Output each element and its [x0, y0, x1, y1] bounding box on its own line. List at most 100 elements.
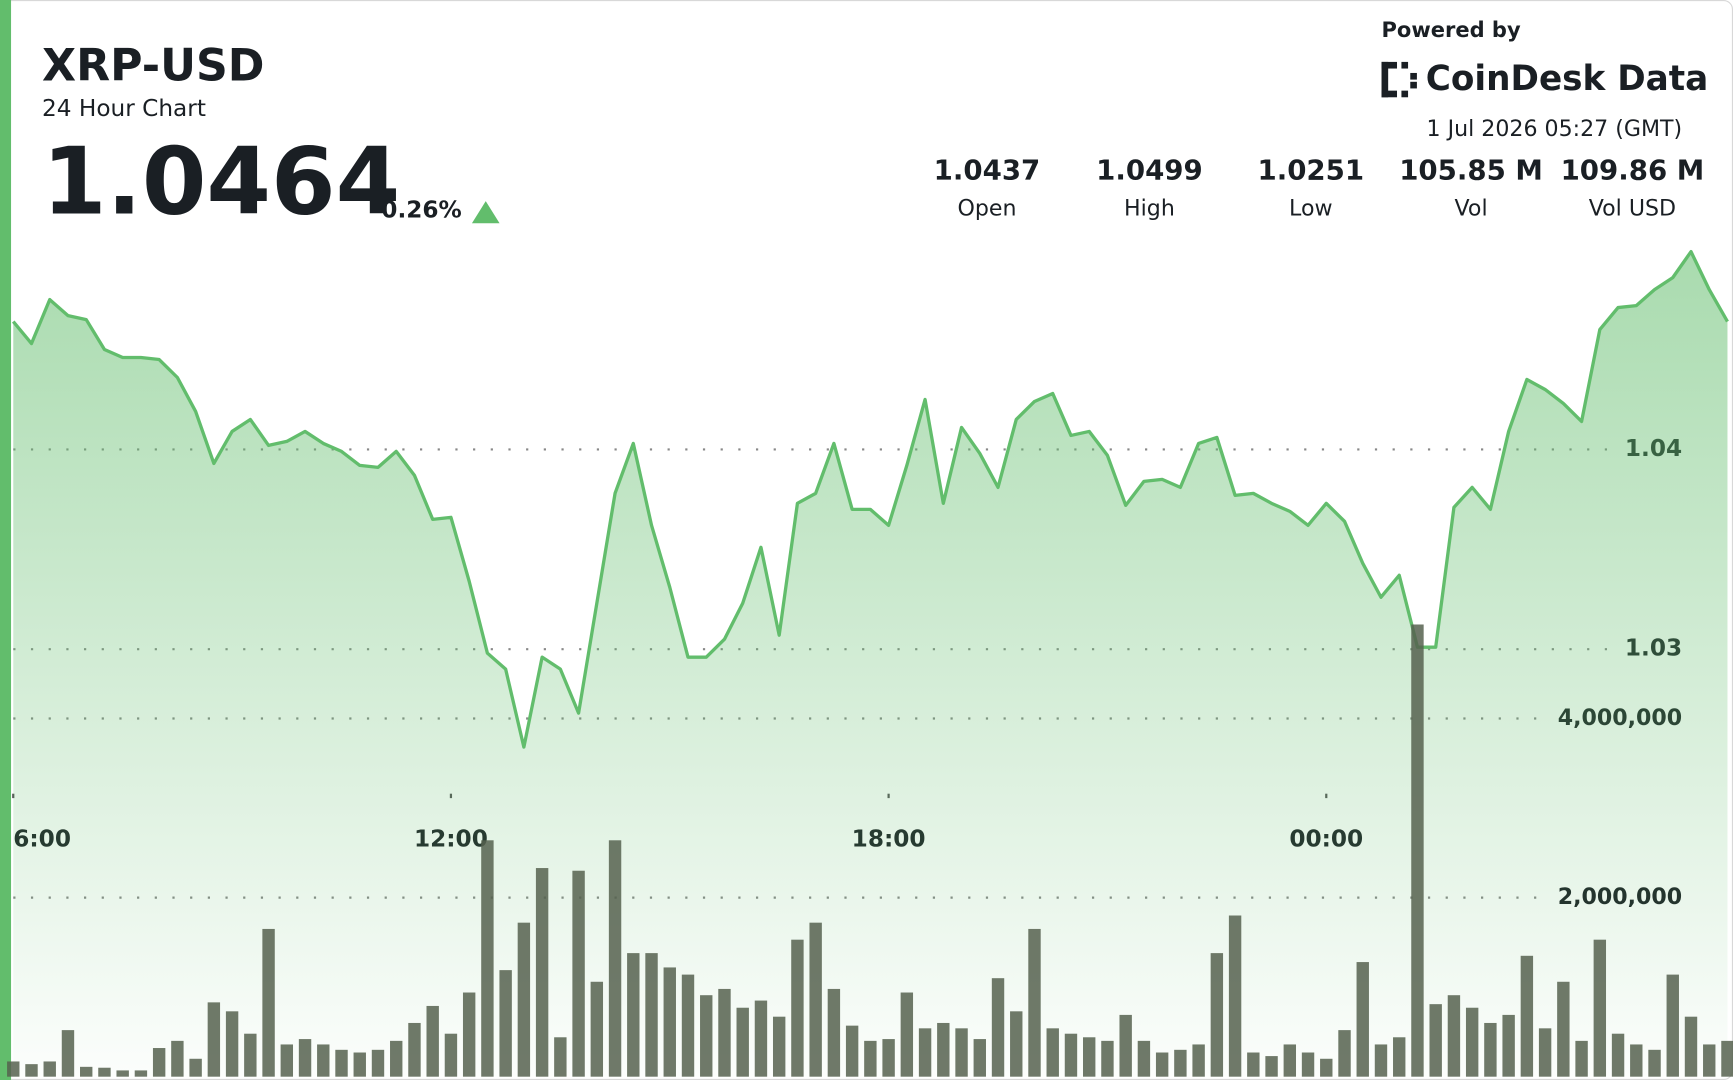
- volume-bar: [1557, 981, 1570, 1077]
- volume-bar: [535, 868, 549, 1077]
- volume-bar: [627, 953, 640, 1077]
- stat-label: High: [1124, 195, 1175, 221]
- brand: CoinDesk Data: [1426, 59, 1709, 99]
- stat-value: 105.85 M: [1399, 153, 1543, 186]
- volume-bar: [791, 939, 804, 1077]
- stat-value: 1.0251: [1258, 153, 1365, 186]
- volume-bar: [207, 1002, 221, 1077]
- volume-bar: [900, 992, 914, 1077]
- volume-bar: [225, 1011, 239, 1077]
- stat-label: Vol: [1455, 195, 1488, 221]
- volume-bar: [1137, 1040, 1151, 1077]
- volume-bar: [1684, 1016, 1698, 1077]
- volume-bar: [262, 928, 275, 1077]
- volume-bar: [864, 1040, 877, 1077]
- volume-bar: [152, 1048, 166, 1077]
- volume-bar: [1611, 1033, 1625, 1077]
- stat-value: 109.86 M: [1561, 153, 1705, 186]
- volume-bar: [1320, 1058, 1333, 1077]
- volume-bar: [590, 981, 604, 1077]
- volume-bar: [390, 1040, 403, 1077]
- price: 1.0464: [42, 127, 400, 235]
- volume-bar: [1192, 1044, 1205, 1077]
- price-line: [11, 249, 1729, 749]
- stat-label: Low: [1289, 195, 1333, 221]
- volume-bar: [1265, 1056, 1278, 1077]
- volume-bar: [608, 840, 622, 1077]
- volume-bar: [7, 1061, 20, 1077]
- volume-bar: [1374, 1044, 1388, 1077]
- volume-bar: [1411, 624, 1424, 1077]
- volume-bar: [1101, 1040, 1114, 1077]
- volume-bar: [955, 1028, 968, 1077]
- volume-bar: [882, 1039, 895, 1077]
- volume-bar: [1393, 1037, 1406, 1077]
- volume-bar: [134, 1070, 148, 1077]
- volume-bar: [645, 953, 658, 1077]
- volume-bar: [1593, 939, 1607, 1077]
- volume-bar: [1630, 1044, 1643, 1077]
- volume-bar: [736, 1007, 749, 1077]
- volume-bar: [1338, 1030, 1351, 1077]
- up-arrow: [471, 201, 500, 224]
- volume-bar: [1575, 1040, 1588, 1077]
- symbol: XRP-USD: [42, 41, 264, 92]
- volume-bar: [1046, 1028, 1059, 1077]
- volume-bar: [1429, 1004, 1442, 1077]
- volume-bar: [80, 1066, 93, 1077]
- accent-bar: [0, 0, 12, 1080]
- stat-label: Vol USD: [1589, 195, 1676, 221]
- volume-bar: [353, 1052, 366, 1077]
- volume-bar: [1301, 1052, 1315, 1077]
- stat-value: 1.0499: [1096, 153, 1203, 186]
- logo-icon: [1381, 61, 1417, 98]
- stat-label: Open: [957, 195, 1016, 221]
- volume-bar: [1465, 1007, 1479, 1077]
- volume-bar: [335, 1049, 348, 1077]
- volume-bar: [244, 1033, 257, 1077]
- volume-bar: [1010, 1011, 1023, 1077]
- volume-bar: [1648, 1049, 1661, 1077]
- volume-bar: [43, 1061, 56, 1077]
- volume-bar: [1502, 1014, 1515, 1077]
- volume-bar: [1520, 955, 1534, 1077]
- volume-bar: [189, 1058, 202, 1077]
- volume-bar: [1484, 1022, 1497, 1077]
- volume-bar: [280, 1044, 294, 1077]
- volume-bar: [1538, 1028, 1552, 1077]
- volume-bar: [991, 978, 1005, 1077]
- volume-bar: [98, 1067, 111, 1077]
- volume-bar: [1666, 974, 1679, 1077]
- volume-bar: [298, 1039, 312, 1077]
- plot: 1.031.042,000,0004,000,0006:0012:0018:00…: [7, 249, 1733, 1077]
- volume-bar: [554, 1037, 567, 1077]
- volume-bar: [1155, 1052, 1169, 1077]
- volume-bar: [918, 1028, 932, 1077]
- volume-bar: [1247, 1052, 1260, 1077]
- volume-bar: [371, 1049, 385, 1077]
- volume-bar: [408, 1022, 421, 1077]
- volume-bar: [61, 1030, 75, 1077]
- powered-by: Powered by: [1382, 18, 1521, 42]
- volume-bar: [1356, 962, 1369, 1077]
- volume-bar: [1721, 1040, 1733, 1077]
- volume-bar: [845, 1025, 859, 1077]
- volume-bar: [1083, 1037, 1096, 1077]
- volume-bar: [772, 1016, 786, 1077]
- volume-bar: [1703, 1044, 1716, 1077]
- volume-bar: [317, 1044, 330, 1077]
- change: 0.26%: [381, 197, 461, 224]
- volume-bar: [1228, 915, 1242, 1077]
- volume-bar: [572, 870, 585, 1077]
- volume-bar: [973, 1039, 986, 1077]
- volume-bar: [1028, 928, 1041, 1077]
- volume-bar: [444, 1033, 458, 1077]
- volume-bar: [1064, 1033, 1078, 1077]
- volume-bar: [663, 967, 676, 1077]
- volume-bar: [499, 970, 512, 1077]
- volume-bar: [700, 995, 713, 1077]
- volume-bar: [1283, 1044, 1297, 1077]
- volume-bar: [809, 922, 822, 1077]
- volume-bar: [754, 1000, 768, 1077]
